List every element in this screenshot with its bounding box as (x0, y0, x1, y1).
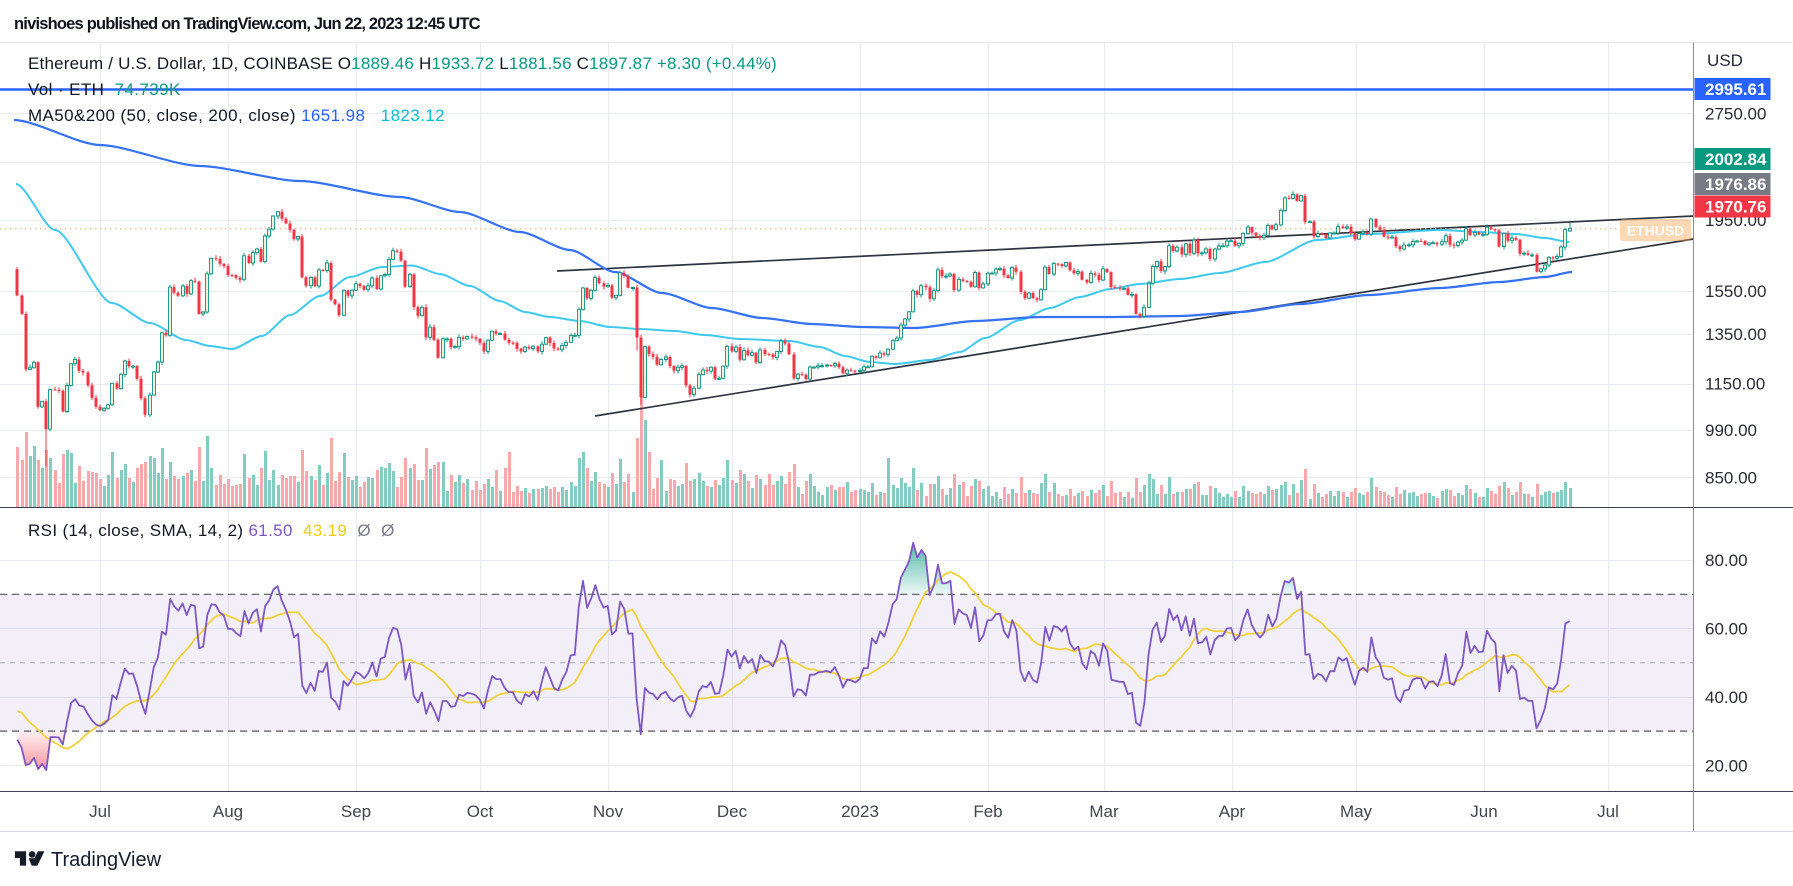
svg-text:Jul: Jul (1597, 802, 1619, 821)
svg-text:40.00: 40.00 (1705, 688, 1748, 707)
svg-text:MA50&200 (50, close, 200, clos: MA50&200 (50, close, 200, close) 1651.98… (28, 106, 445, 125)
svg-text:Oct: Oct (467, 802, 494, 821)
svg-text:Aug: Aug (213, 802, 243, 821)
svg-text:USD: USD (1707, 51, 1743, 70)
svg-text:Nov: Nov (593, 802, 624, 821)
svg-text:1350.00: 1350.00 (1705, 325, 1766, 344)
svg-text:80.00: 80.00 (1705, 551, 1748, 570)
svg-text:Dec: Dec (717, 802, 748, 821)
svg-text:1970.76: 1970.76 (1705, 198, 1766, 217)
svg-text:2750.00: 2750.00 (1705, 104, 1766, 123)
svg-text:1150.00: 1150.00 (1705, 375, 1765, 394)
svg-text:Apr: Apr (1219, 802, 1246, 821)
svg-text:990.00: 990.00 (1705, 421, 1757, 440)
svg-text:60.00: 60.00 (1705, 619, 1748, 638)
svg-text:Feb: Feb (973, 802, 1002, 821)
svg-text:Jun: Jun (1470, 802, 1497, 821)
svg-text:2002.84: 2002.84 (1705, 150, 1767, 169)
svg-text:20.00: 20.00 (1705, 756, 1748, 775)
svg-text:Sep: Sep (341, 802, 371, 821)
svg-text:Vol · ETH 74.739K: Vol · ETH 74.739K (28, 80, 181, 99)
svg-text:nivishoes published on Trading: nivishoes published on TradingView.com, … (14, 15, 481, 33)
svg-text:ETHUSD: ETHUSD (1627, 223, 1685, 239)
svg-text:2023: 2023 (841, 802, 879, 821)
svg-text:Mar: Mar (1089, 802, 1119, 821)
svg-text:May: May (1340, 802, 1373, 821)
svg-text:1976.86: 1976.86 (1705, 175, 1766, 194)
svg-text:1550.00: 1550.00 (1705, 282, 1766, 301)
svg-text:850.00: 850.00 (1705, 468, 1757, 487)
svg-text:Jul: Jul (89, 802, 111, 821)
svg-text:TradingView: TradingView (51, 849, 162, 871)
svg-text:Ethereum / U.S. Dollar, 1D, CO: Ethereum / U.S. Dollar, 1D, COINBASE O18… (28, 54, 777, 73)
svg-text:2995.61: 2995.61 (1705, 80, 1766, 99)
svg-text:RSI (14, close, SMA, 14, 2) 61: RSI (14, close, SMA, 14, 2) 61.50 43.19 … (28, 521, 395, 540)
